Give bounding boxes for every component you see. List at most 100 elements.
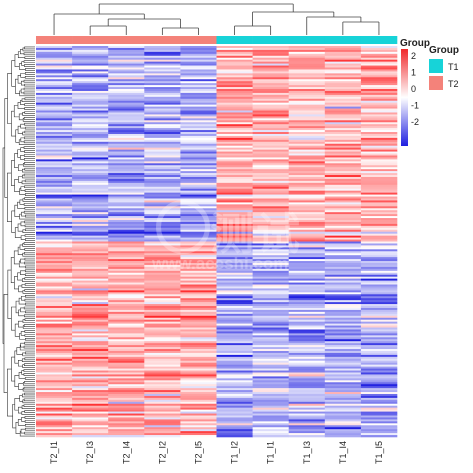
dendrogram-branch — [22, 290, 35, 294]
heatmap-cell — [72, 190, 109, 193]
heatmap-cell — [252, 403, 289, 407]
heatmap-cell — [288, 85, 326, 88]
heatmap-cell — [360, 94, 398, 98]
heatmap-cell — [324, 67, 362, 70]
heatmap-cell — [288, 286, 326, 289]
heatmap-cell — [108, 243, 145, 246]
heatmap-cell — [36, 429, 73, 432]
heatmap-cell — [36, 388, 73, 391]
heatmap-cell — [324, 347, 362, 350]
heatmap-cell — [108, 266, 145, 270]
heatmap-cell — [324, 306, 362, 309]
heatmap-cell — [360, 325, 398, 328]
heatmap-cell — [216, 366, 253, 369]
heatmap-cell — [144, 372, 181, 375]
heatmap-cell — [36, 343, 73, 346]
heatmap-cell — [288, 350, 326, 354]
heatmap-cell — [108, 235, 145, 238]
heatmap-cell — [36, 100, 73, 103]
heatmap-cell — [180, 388, 217, 391]
heatmap-cell — [216, 395, 253, 399]
heatmap-cell — [324, 190, 362, 193]
heatmap-cell — [108, 186, 145, 190]
heatmap-cell — [72, 321, 109, 324]
heatmap-cell — [324, 114, 362, 117]
heatmap-cell — [288, 225, 326, 229]
heatmap-cell — [72, 302, 109, 305]
heatmap-cell — [144, 264, 181, 268]
heatmap-cell — [324, 284, 362, 287]
heatmap-cell — [216, 268, 253, 272]
heatmap-cell — [288, 190, 326, 193]
heatmap-cell — [360, 419, 398, 422]
heatmap-cell — [180, 294, 217, 297]
heatmap-cell — [252, 376, 289, 379]
column-labels: T2_I1 T2_I3 T2_I4 T2_I2 T2_I5 T1_I2 T1_I1 T1_I3… — [49, 441, 384, 464]
dendrogram-branch — [25, 238, 35, 241]
heatmap-cell — [288, 399, 326, 403]
heatmap-cell — [360, 309, 398, 313]
heatmap-cell — [108, 388, 145, 391]
heatmap-cell — [72, 354, 109, 358]
heatmap-cell — [288, 147, 326, 150]
heatmap-cell — [108, 135, 145, 139]
heatmap-cell — [108, 147, 145, 150]
heatmap-cell — [252, 251, 289, 254]
heatmap-cell — [288, 352, 326, 356]
heatmap-cell — [288, 300, 326, 303]
heatmap-cell — [324, 241, 362, 244]
heatmap-cell — [288, 57, 326, 60]
heatmap-cell — [180, 73, 217, 76]
heatmap-cell — [72, 319, 109, 322]
dendrogram-branch — [12, 403, 16, 429]
heatmap-cell — [144, 294, 181, 297]
heatmap-cell — [288, 419, 326, 422]
heatmap-cell — [360, 392, 398, 395]
heatmap-cell — [216, 319, 253, 322]
dendrogram-branch — [20, 307, 26, 313]
heatmap-cell — [36, 165, 73, 168]
heatmap-cell — [72, 178, 109, 182]
heatmap-cell — [36, 108, 73, 111]
heatmap-cell — [180, 178, 217, 182]
heatmap-cell — [36, 126, 73, 129]
heatmap-cell — [108, 89, 145, 92]
heatmap-cell — [108, 399, 145, 403]
heatmap-cell — [144, 126, 181, 129]
heatmap-cell — [216, 225, 253, 229]
heatmap-cell — [180, 290, 217, 293]
heatmap-cell — [180, 345, 217, 348]
heatmap-cell — [180, 411, 217, 414]
group-bar-cell — [144, 36, 181, 44]
heatmap-cell — [108, 360, 145, 363]
heatmap-cell — [36, 223, 73, 227]
heatmap-cell — [324, 286, 362, 289]
heatmap-cell — [324, 51, 362, 55]
dendrogram-branch — [24, 341, 35, 345]
heatmap-cell — [108, 261, 145, 264]
heatmap-cell — [252, 288, 289, 291]
heatmap-cell — [288, 137, 326, 141]
heatmap-cell — [144, 390, 181, 393]
heatmap-cell — [324, 79, 362, 82]
heatmap-cell — [324, 104, 362, 107]
heatmap-cell — [288, 83, 326, 86]
dendrogram-branch — [23, 306, 35, 310]
heatmap-cell — [108, 182, 145, 186]
heatmap-cell — [72, 184, 109, 188]
heatmap-cell — [288, 133, 326, 137]
dendrogram-branch — [22, 387, 35, 392]
heatmap-cell — [144, 73, 181, 76]
heatmap-cell — [108, 354, 145, 358]
heatmap-cell — [216, 145, 253, 148]
heatmap-cell — [360, 376, 398, 379]
heatmap-cell — [72, 335, 109, 338]
heatmap-cell — [108, 313, 145, 317]
dendrogram-branch — [16, 347, 23, 355]
heatmap-cell — [108, 356, 145, 360]
heatmap-cell — [36, 96, 73, 100]
heatmap-cell — [216, 85, 253, 88]
heatmap-cell — [216, 352, 253, 356]
heatmap-cell — [108, 130, 145, 133]
